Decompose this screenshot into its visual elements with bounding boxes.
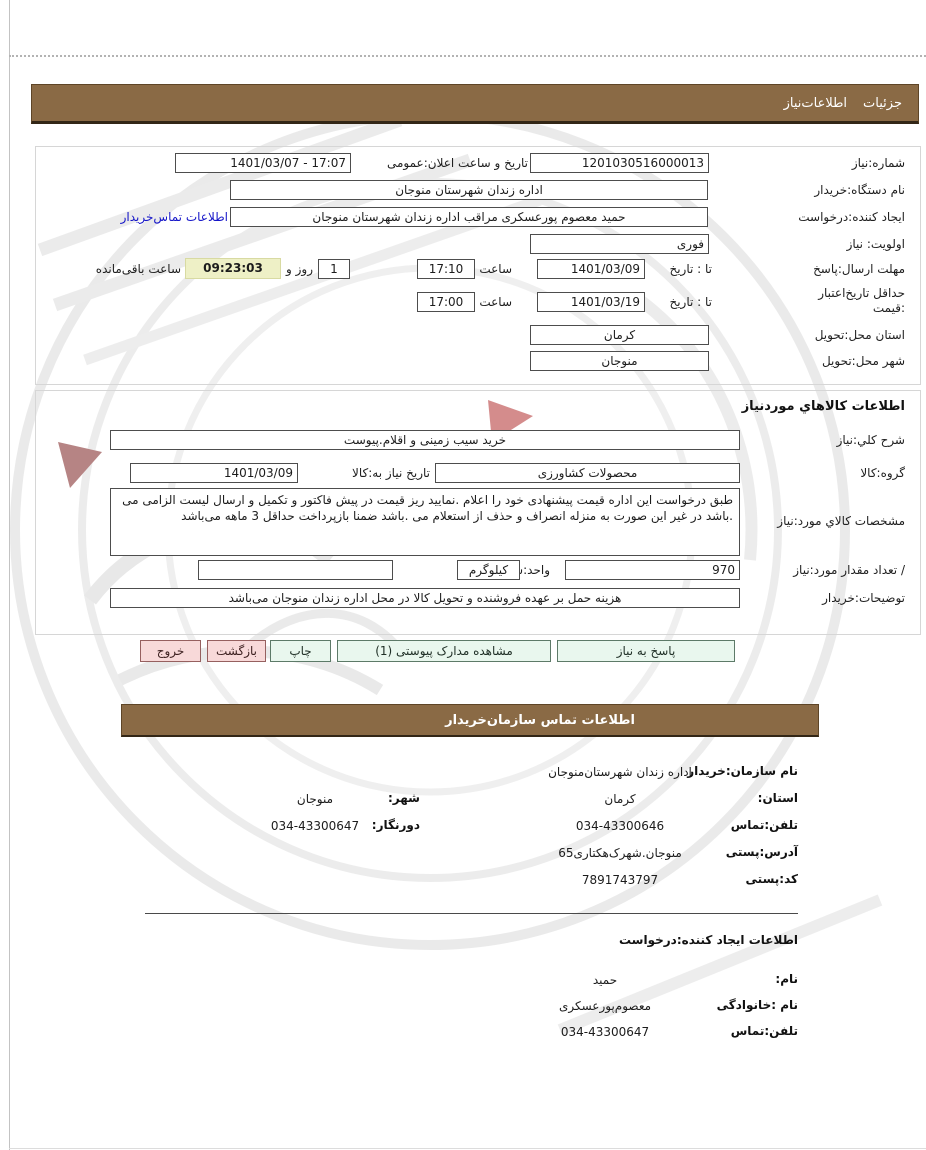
goods-need-date-label: تاریخ نیاز به:کالا — [352, 466, 430, 480]
remaining-time-badge: 09:23:03 — [185, 258, 281, 279]
deadline-time-field[interactable]: 17:10 — [417, 259, 475, 279]
goods-specs-field[interactable]: طبق درخواست این اداره قیمت پیشنهادی خود … — [110, 488, 740, 556]
buyer-contact-header-bar: اطلاعات تماس سازمان‌خریدار — [121, 704, 819, 737]
price-validity-label-line1: حداقل تاریخ‌اعتبار — [818, 286, 905, 300]
priority-label: اولویت: نیاز — [846, 237, 905, 251]
contact-province-value: کرمان — [604, 792, 636, 806]
contact-phone-value: 034-43300646 — [575, 819, 665, 833]
creator-phone-label: تلفن:تماس — [730, 1024, 798, 1038]
price-validity-label-line2: :قیمت — [872, 301, 905, 315]
goods-specs-label: مشخصات کالاي مورد:نیاز — [777, 514, 905, 528]
need-description-field[interactable]: خرید سیب زمینی و اقلام.پیوست — [110, 430, 740, 450]
hours-remaining-label: ساعت باقی‌مانده — [95, 262, 181, 276]
delivery-province-field[interactable]: کرمان — [530, 325, 709, 345]
view-attached-docs-button[interactable]: مشاهده مدارک پیوستی (1) — [337, 640, 551, 662]
buyer-contact-header-title: اطلاعات تماس سازمان‌خریدار — [445, 712, 635, 728]
contact-postal-label: کد:پستی — [745, 872, 798, 886]
need-number-field[interactable]: 1201030516000013 — [530, 153, 709, 173]
buyer-org-field[interactable]: اداره زندان شهرستان منوجان — [230, 180, 708, 200]
contact-city-label: شهر: — [388, 791, 420, 805]
goods-section-title: اطلاعات کالاهاي موردنیاز — [741, 399, 905, 414]
contact-address-label: آدرس:پستی — [725, 845, 798, 859]
validity-to-date-label: تا : تاریخ — [669, 295, 712, 309]
tab-details[interactable]: جزئیات — [863, 95, 902, 111]
back-button[interactable]: بازگشت — [207, 640, 266, 662]
creator-name-value: حمید — [592, 973, 618, 987]
deadline-hour-label: ساعت — [479, 262, 512, 276]
unit-extra-empty-field[interactable] — [198, 560, 393, 580]
deadline-to-date-label: تا : تاریخ — [669, 262, 712, 276]
validity-hour-label: ساعت — [479, 295, 512, 309]
deadline-date-field[interactable]: 1401/03/09 — [537, 259, 645, 279]
main-header-bar: جزئیات اطلاعات‌نیاز — [31, 84, 919, 124]
priority-field[interactable]: فوری — [530, 234, 709, 254]
validity-date-field[interactable]: 1401/03/19 — [537, 292, 645, 312]
need-number-label: شماره:نیاز — [851, 156, 905, 170]
buyer-contact-link[interactable]: اطلاعات تماس‌خریدار — [120, 210, 228, 224]
contact-city-value: منوجان — [296, 792, 334, 806]
validity-time-field[interactable]: 17:00 — [417, 292, 475, 312]
buyer-notes-label: توضیحات:خریدار — [822, 591, 905, 605]
goods-group-field[interactable]: محصولات کشاورزی — [435, 463, 740, 483]
quantity-field[interactable]: 970 — [565, 560, 740, 580]
exit-button[interactable]: خروج — [140, 640, 201, 662]
contact-phone-label: تلفن:تماس — [730, 818, 798, 832]
quantity-label: / تعداد مقدار مورد:نیاز — [793, 563, 905, 577]
day-and-label: روز و — [286, 262, 313, 276]
creator-phone-value: 034-43300647 — [560, 1025, 650, 1039]
page-bottom-border — [9, 1148, 926, 1149]
print-button[interactable]: چاپ — [270, 640, 331, 662]
goods-need-date-field[interactable]: 1401/03/09 — [130, 463, 298, 483]
creator-section-title: اطلاعات ایجاد کننده:درخواست — [618, 933, 798, 947]
creator-name-label: نام: — [775, 972, 798, 986]
announce-datetime-field[interactable]: 1401/03/07 - 17:07 — [175, 153, 351, 173]
buyer-notes-field[interactable]: هزینه حمل بر عهده فروشنده و تحویل کالا د… — [110, 588, 740, 608]
request-creator-label: ایجاد کننده:درخواست — [798, 210, 905, 224]
contact-org-value: اداره زندان شهرستان‌منوجان — [548, 765, 692, 779]
announce-datetime-label: تاریخ و ساعت اعلان:عمومی — [386, 156, 528, 170]
request-creator-field[interactable]: حمید معصوم پورعسکری مراقب اداره زندان شه… — [230, 207, 708, 227]
delivery-province-label: استان محل:تحویل — [814, 328, 905, 342]
respond-to-need-button[interactable]: پاسخ به نیاز — [557, 640, 735, 662]
tab-need-info[interactable]: اطلاعات‌نیاز — [783, 95, 848, 111]
delivery-city-label: شهر محل:تحویل — [821, 354, 905, 368]
contact-postal-value: 7891743797 — [581, 873, 659, 887]
delivery-city-field[interactable]: منوجان — [530, 351, 709, 371]
price-validity-label: حداقل تاریخ‌اعتبار :قیمت — [818, 286, 905, 316]
remaining-days-field[interactable]: 1 — [318, 259, 350, 279]
contact-address-value: منوجان.شهرک‌هکتاری65 — [558, 846, 682, 860]
creator-family-label: نام :خانوادگی — [716, 998, 798, 1012]
buyer-org-label: نام دستگاه:خریدار — [814, 183, 905, 197]
contact-divider-rule — [145, 913, 798, 914]
unit-field[interactable]: کیلوگرم — [457, 560, 520, 580]
contact-province-label: استان: — [757, 791, 798, 805]
response-deadline-label: مهلت ارسال:پاسخ — [813, 262, 905, 276]
page-left-border — [9, 0, 10, 1150]
contact-fax-value: 034-43300647 — [270, 819, 360, 833]
need-description-label: شرح کلي:نیاز — [836, 433, 905, 447]
creator-family-value: معصوم‌پورعسکری — [558, 999, 652, 1013]
top-dotted-divider — [9, 55, 926, 57]
goods-group-label: گروه:کالا — [860, 466, 905, 480]
